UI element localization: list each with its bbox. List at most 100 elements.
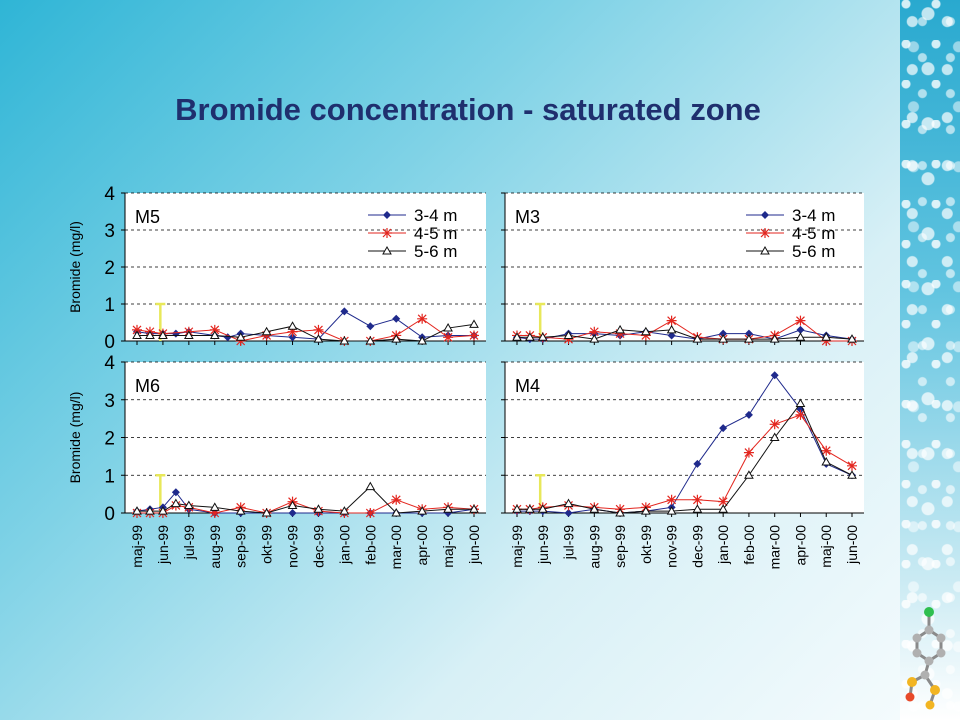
data-point — [666, 506, 677, 515]
data-point — [469, 504, 479, 513]
data-point — [391, 334, 402, 343]
data-point — [525, 332, 535, 341]
data-point — [287, 321, 298, 330]
data-point — [744, 470, 754, 479]
data-point — [821, 336, 832, 346]
series-5to6m — [132, 319, 479, 345]
x-tick-label: sep-99 — [612, 525, 628, 568]
legend-label: 5-6 m — [414, 242, 457, 261]
data-point — [183, 330, 194, 339]
x-tick-label: nov-99 — [285, 525, 301, 568]
data-point — [667, 331, 676, 340]
data-point — [158, 506, 168, 515]
data-point — [525, 504, 535, 513]
x-tick-label: sep-99 — [233, 525, 249, 568]
data-point — [718, 496, 729, 507]
chart-panel-m3: M3 3-4 m4-5 m5-6 m — [501, 192, 864, 346]
x-tick-label: jul-99 — [561, 525, 577, 560]
x-tick-label: apr-00 — [792, 525, 808, 566]
data-point — [795, 398, 806, 408]
data-point — [821, 445, 832, 456]
series-line — [136, 491, 475, 514]
data-point — [744, 329, 753, 338]
y-tick-label: 2 — [104, 429, 115, 450]
data-point — [235, 332, 246, 341]
legend-marker — [760, 245, 770, 255]
y-axis-label: Bromide (mg/l) — [67, 221, 83, 313]
x-tick-label: mar-00 — [388, 525, 404, 570]
x-tick-label: jun-00 — [844, 525, 860, 565]
data-point — [640, 506, 651, 515]
data-point — [223, 333, 232, 342]
data-point — [743, 447, 754, 458]
data-point — [537, 332, 548, 341]
data-point — [313, 324, 324, 335]
data-point — [365, 508, 376, 518]
x-tick-label: jan-00 — [336, 525, 352, 565]
chart-panel-m5: 0 1 2 3 4 Bromide (mg/l) M5 3-4 m4-5 m5-6 m — [67, 184, 486, 353]
x-tick-label: okt-99 — [638, 525, 654, 564]
slide-background — [0, 0, 900, 720]
data-point — [719, 329, 728, 338]
data-point — [313, 334, 324, 343]
data-point — [132, 506, 142, 515]
data-point — [693, 459, 702, 468]
legend-label: 5-6 m — [792, 242, 835, 261]
x-tick-label: feb-00 — [362, 525, 378, 565]
data-point — [821, 457, 832, 466]
chart-panel-m6: 0 1 2 3 4 Bromide (mg/l) maj-99 jun-99 jul-99 aug… — [67, 353, 486, 569]
data-point — [537, 504, 548, 513]
data-point — [512, 504, 522, 513]
data-point — [666, 315, 677, 326]
data-point — [795, 315, 806, 326]
data-point — [261, 507, 272, 517]
legend-marker — [383, 211, 391, 219]
data-point — [847, 470, 857, 479]
data-point — [512, 332, 522, 341]
x-tick-label: feb-00 — [741, 525, 757, 565]
series-5to6m — [512, 324, 857, 343]
x-tick-label: jun-00 — [466, 525, 482, 565]
water-drops-sidebar — [900, 0, 960, 720]
y-axis-label: Bromide (mg/l) — [67, 392, 83, 484]
data-point — [365, 481, 376, 491]
legend-label: 3-4 m — [414, 206, 457, 225]
data-point — [589, 504, 600, 513]
data-point — [769, 432, 780, 441]
y-tick-label: 4 — [104, 353, 115, 374]
x-tick-label: mar-00 — [767, 525, 783, 570]
data-point — [563, 498, 574, 508]
data-point — [666, 494, 677, 505]
data-point — [261, 326, 272, 336]
data-point — [417, 313, 428, 324]
data-point — [183, 500, 194, 509]
x-tick-label: jun-99 — [535, 525, 551, 565]
legend-marker — [382, 245, 392, 255]
data-point — [589, 334, 600, 343]
data-point — [692, 494, 703, 505]
data-point — [235, 336, 246, 346]
data-point — [769, 334, 780, 343]
x-tick-label: maj-00 — [818, 525, 834, 568]
data-point — [339, 506, 350, 515]
legend-label: 4-5 m — [414, 224, 457, 243]
data-point — [339, 335, 350, 345]
data-point — [171, 498, 181, 508]
panel-label: M5 — [135, 207, 160, 227]
data-point — [795, 409, 806, 420]
x-tick-label: dec-99 — [310, 525, 326, 568]
x-tick-label: maj-99 — [509, 525, 525, 568]
plot-area — [505, 362, 864, 513]
data-point — [564, 509, 573, 517]
x-tick-label: nov-99 — [664, 525, 680, 568]
legend-marker — [761, 211, 769, 219]
data-point — [847, 460, 857, 471]
data-point — [417, 506, 428, 515]
data-point — [744, 410, 753, 419]
data-point — [718, 334, 729, 343]
legend: 3-4 m4-5 m5-6 m — [368, 206, 457, 261]
panel-label: M6 — [135, 376, 160, 396]
data-point — [145, 330, 155, 339]
y-tick-label: 2 — [104, 258, 115, 279]
